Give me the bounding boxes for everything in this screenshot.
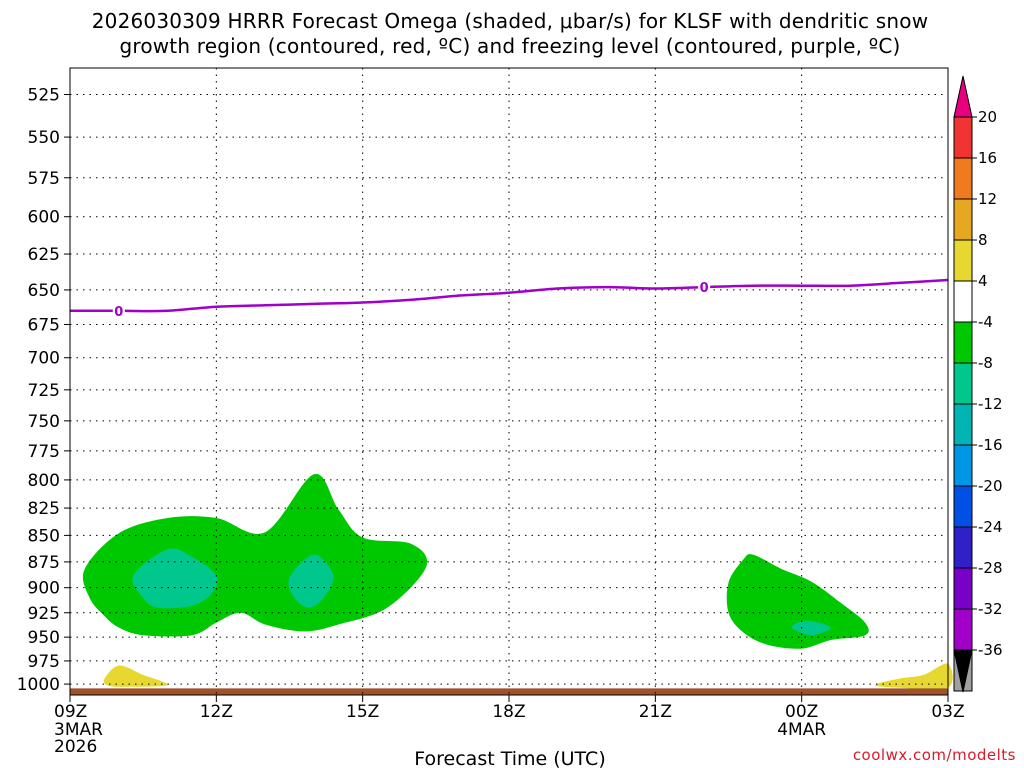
y-tick-label-525: 525 [28,86,60,106]
colorbar-box-4 [953,280,973,323]
y-tick-label-675: 675 [28,315,60,335]
colorbar-label-13: -36 [978,641,1003,659]
colorbar-label-1: 16 [978,149,997,167]
colorbar-label-10: -24 [978,518,1003,536]
chart-title-line2: growth region (contoured, red, ºC) and f… [119,34,900,58]
yellow-region-2 [874,663,953,690]
y-tick-label-925: 925 [28,604,60,624]
colorbar-box-6 [953,362,973,405]
y-tick-label-550: 550 [28,128,60,148]
y-tick-label-575: 575 [28,169,60,189]
y-tick-label-625: 625 [28,245,60,265]
x-axis-title: Forecast Time (UTC) [414,748,605,768]
green-region-2 [726,554,869,649]
x-tick-label-21Z: 21Z [639,702,672,722]
freezing-level-label-1: 0 [700,281,709,296]
y-tick-label-800: 800 [28,471,60,491]
green-region-1 [82,473,428,637]
y-tick-label-775: 775 [28,442,60,462]
y-tick-label-725: 725 [28,381,60,401]
x-tick-date-00Z: 4MAR [777,720,826,740]
x-tick-label-18Z: 18Z [492,702,525,722]
colorbar-box-2 [953,198,973,241]
colorbar-label-6: -8 [978,354,993,372]
omega-shading [82,473,953,690]
y-tick-label-875: 875 [28,553,60,573]
colorbar-box-8 [953,444,973,487]
x-tick-label-09Z: 09Z [54,702,87,722]
colorbar-label-0: 20 [978,108,997,126]
x-tick-label-15Z: 15Z [346,702,379,722]
colorbar-box-7 [953,403,973,446]
y-tick-label-1000: 1000 [17,675,60,695]
x-tick-label-12Z: 12Z [200,702,233,722]
y-tick-label-650: 650 [28,281,60,301]
y-tick-label-850: 850 [28,526,60,546]
x-tick-label-03Z: 03Z [931,702,964,722]
freezing-level-label-0: 0 [114,305,123,320]
colorbar-label-12: -32 [978,600,1003,618]
y-tick-label-700: 700 [28,349,60,369]
colorbar-box-11 [953,567,973,610]
colorbar-box-3 [953,239,973,282]
ground-surface [70,688,948,695]
y-tick-label-975: 975 [28,652,60,672]
y-tick-label-900: 900 [28,579,60,599]
y-tick-label-750: 750 [28,412,60,432]
freezing-level-contour: 00 [70,278,949,320]
teal-region-2 [288,554,334,608]
colorbar-box-1 [953,157,973,200]
colorbar-label-7: -12 [978,395,1003,413]
teal-region-1 [132,548,218,609]
x-tick-year-09Z: 2026 [54,737,97,757]
colorbar-box-5 [953,321,973,364]
grid-lines [70,68,948,695]
colorbar-box-10 [953,526,973,569]
y-tick-label-825: 825 [28,499,60,519]
freezing-label-bg-0 [112,302,125,319]
colorbar-label-4: 4 [978,272,988,290]
colorbar-label-5: -4 [978,313,993,331]
teal-region-3 [791,620,831,636]
colorbar: 20 16 12 8 4 -4 -8 -12 -16 -20 -24 -28 -32 -36 [953,75,1003,693]
credit-link[interactable]: coolwx.com/modelts [853,746,1016,764]
ground-strip [70,688,948,695]
colorbar-box-0 [953,116,973,159]
colorbar-label-2: 12 [978,190,997,208]
colorbar-bottom-arrow [953,649,973,693]
freezing-label-bg-1 [698,279,711,296]
chart-title-line1: 2026030309 HRRR Forecast Omega (shaded, … [92,9,929,33]
colorbar-label-8: -16 [978,436,1003,454]
colorbar-top-arrow [953,75,973,118]
colorbar-box-9 [953,485,973,528]
y-tick-label-950: 950 [28,628,60,648]
colorbar-label-11: -28 [978,559,1003,577]
x-tick-date-09Z: 3MAR [54,720,103,740]
y-tick-label-600: 600 [28,208,60,228]
y-axis: 525 550 575 600 625 650 675 700 725 750 775 800 825 8… [17,86,70,695]
freezing-level-line [70,278,949,313]
yellow-region-1 [103,665,168,687]
x-tick-label-00Z: 00Z [785,702,818,722]
colorbar-box-12 [953,608,973,651]
colorbar-label-3: 8 [978,231,988,249]
colorbar-label-9: -20 [978,477,1003,495]
